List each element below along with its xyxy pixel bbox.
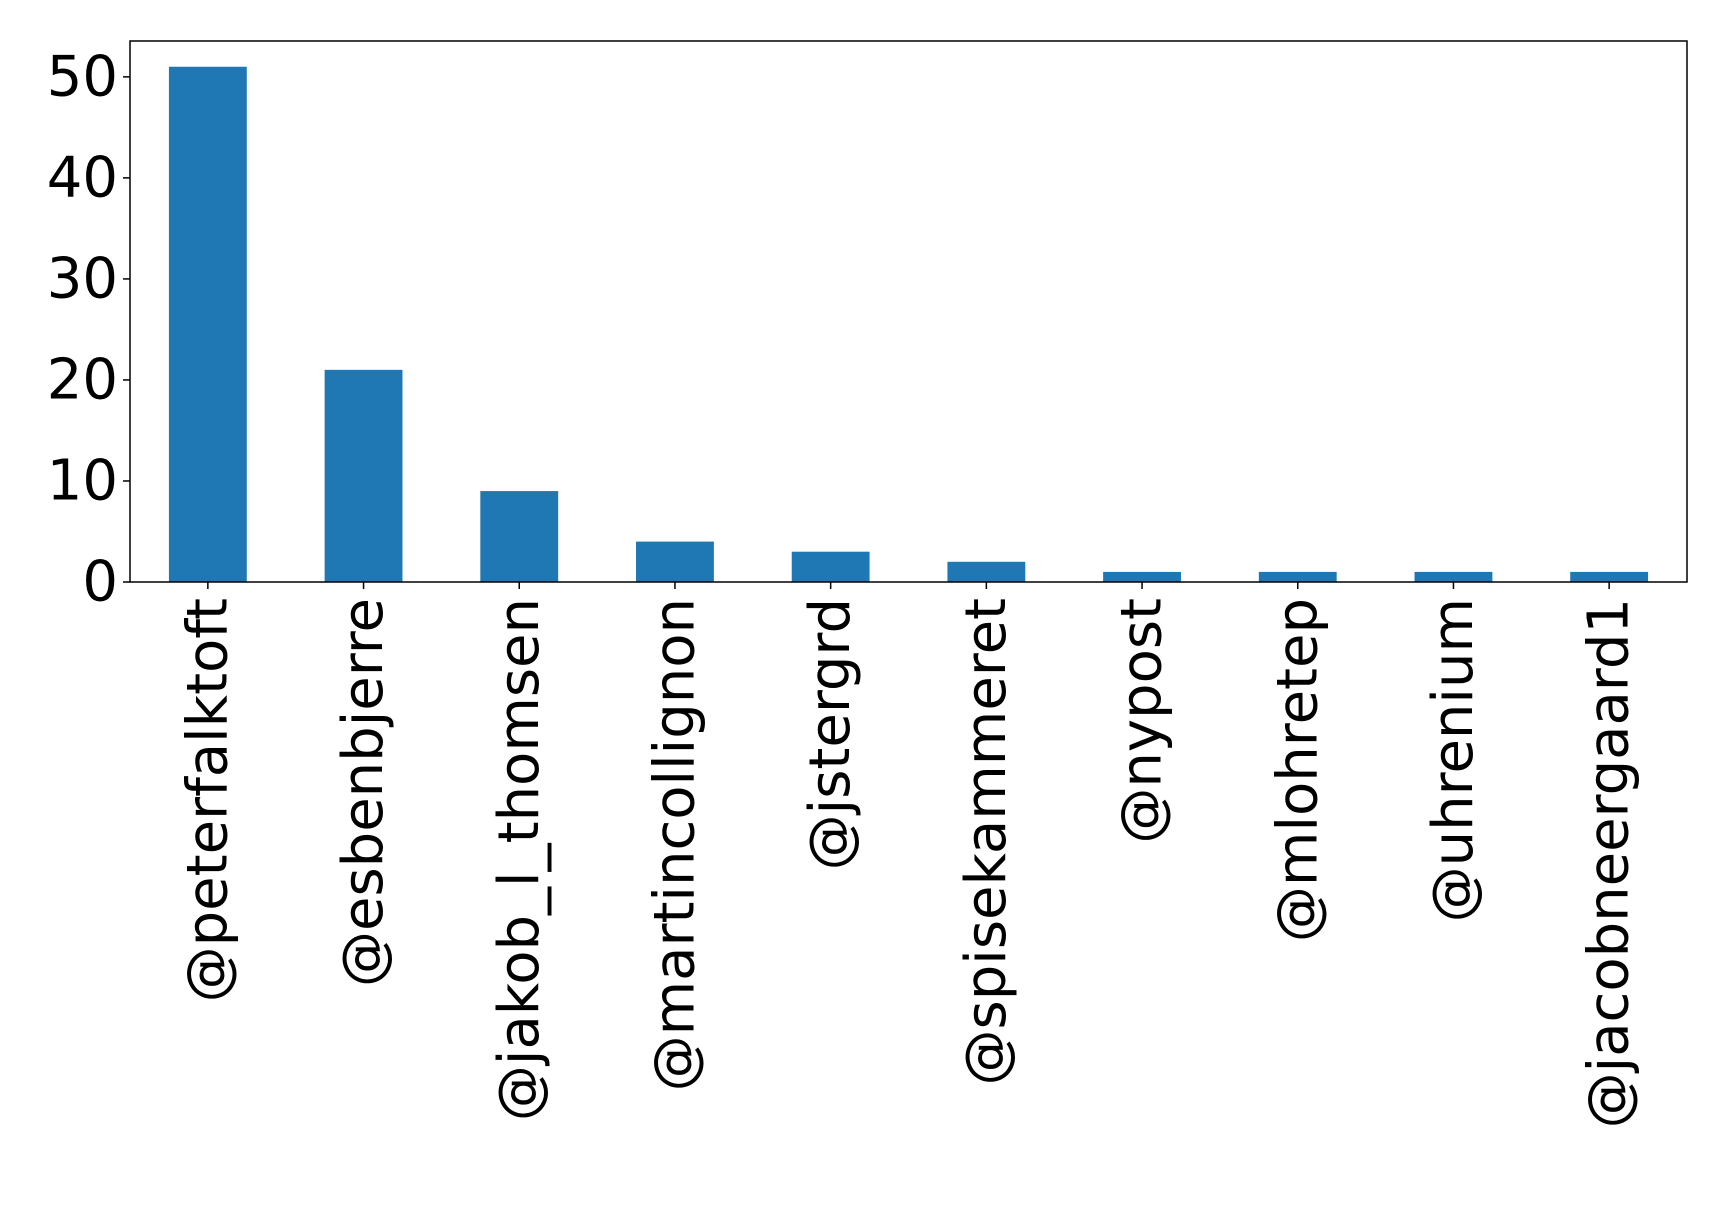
- x-tick-label: @uhrenium: [1421, 598, 1486, 922]
- x-tick-label: @jakob_l_thomsen: [487, 598, 552, 1121]
- x-tick-label: @esbenbjerre: [331, 598, 396, 987]
- x-tick-label: @martincollignon: [642, 598, 707, 1091]
- bar-spisekammeret: [947, 561, 1026, 582]
- x-tick-label: @mlohretep: [1265, 598, 1330, 942]
- bar-jstergrd: [791, 551, 870, 582]
- y-tick-label: 40: [47, 145, 118, 210]
- y-tick-label: 50: [47, 44, 118, 109]
- x-axis: @peterfalktoft @esbenbjerre @jakob_l_thoms…: [175, 582, 1642, 1128]
- x-tick-label: @spisekammeret: [954, 598, 1019, 1085]
- bar-peterfalktoft: [168, 66, 247, 582]
- bar-jakob-l-thomsen: [480, 491, 559, 582]
- bar-esbenbjerre: [324, 369, 403, 582]
- bar-mlohretep: [1258, 571, 1337, 582]
- x-tick-label: @nypost: [1110, 598, 1175, 844]
- x-tick-label: @peterfalktoft: [175, 598, 240, 1002]
- bars-group: [168, 66, 1649, 582]
- bar-uhrenium: [1414, 571, 1493, 582]
- x-tick-label: @jacobneergaard1: [1577, 598, 1642, 1128]
- y-axis: 0 10 20 30 40 50: [47, 44, 130, 615]
- y-tick-label: 10: [47, 448, 118, 513]
- y-tick-label: 30: [47, 246, 118, 311]
- bar-martincollignon: [636, 541, 714, 582]
- y-tick-label: 0: [82, 550, 118, 615]
- y-tick-label: 20: [47, 347, 118, 412]
- x-tick-label: @jstergrd: [798, 598, 863, 870]
- plot-frame: [129, 40, 1688, 583]
- bar-nypost: [1103, 571, 1181, 582]
- bar-jacobneergaard1: [1570, 571, 1649, 582]
